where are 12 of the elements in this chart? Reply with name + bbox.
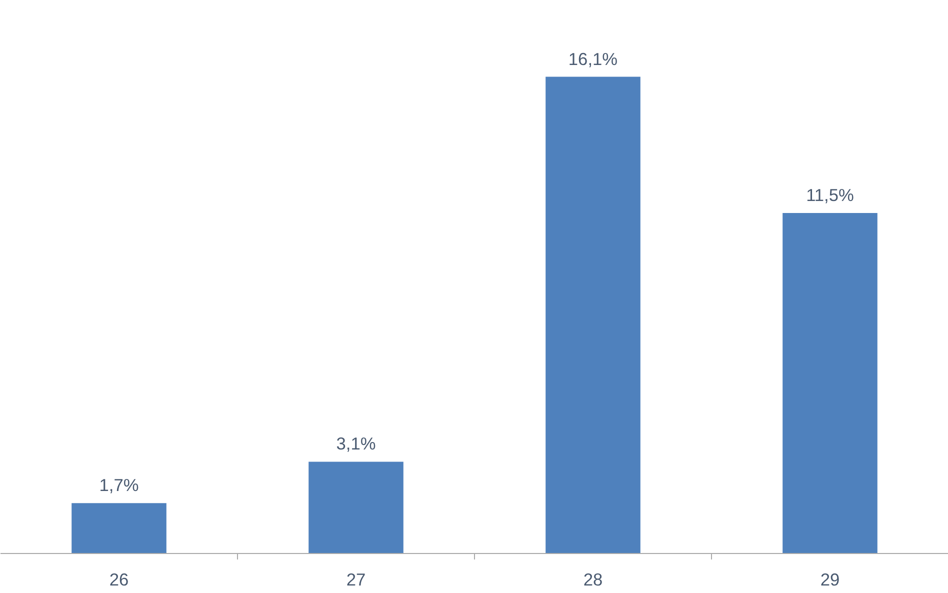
data-label: 3,1% [336, 434, 376, 454]
x-tick-label: 28 [583, 570, 603, 590]
bar [72, 503, 166, 554]
bar [308, 462, 404, 554]
data-label: 11,5% [806, 184, 854, 205]
bar [782, 212, 878, 554]
x-tick-label: 26 [109, 570, 129, 590]
data-label: 1,7% [99, 475, 139, 496]
data-label: 16,1% [568, 48, 618, 69]
x-tick-label: 29 [820, 570, 840, 590]
bar [546, 76, 640, 554]
x-tick-label: 27 [346, 570, 366, 590]
